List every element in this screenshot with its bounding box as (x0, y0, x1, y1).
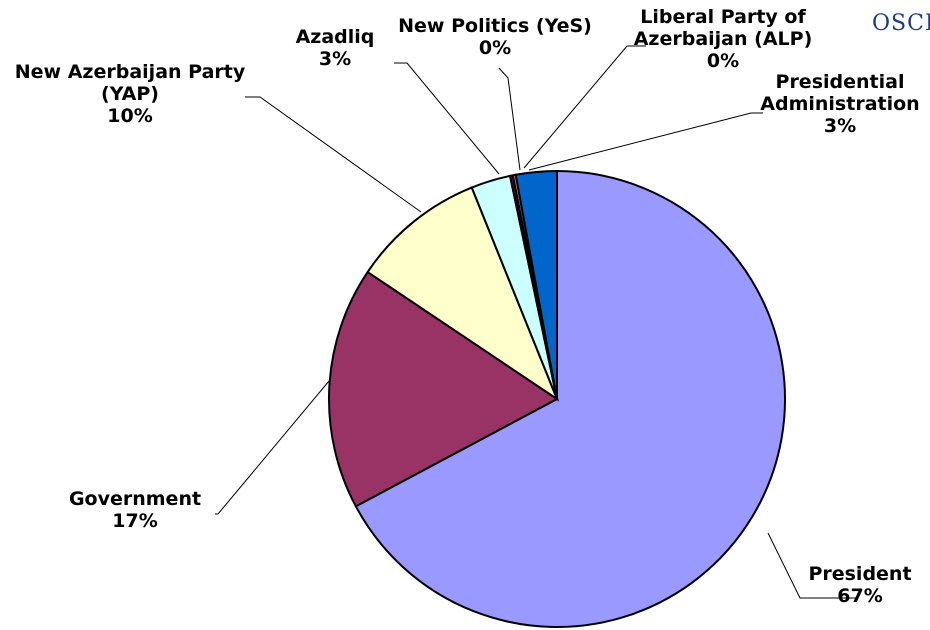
slice-name: New Politics (YeS) (398, 15, 592, 37)
leader-line-1 (215, 381, 329, 514)
slice-name: Liberal Party of (640, 6, 806, 28)
slice-name: Presidential (776, 71, 905, 93)
slice-name: President (808, 563, 911, 585)
slice-name: Government (69, 488, 201, 510)
slice-label-1: Government 17% (69, 488, 201, 532)
slice-label-3: Azadliq 3% (296, 26, 375, 70)
slice-percent: 3% (824, 115, 856, 137)
leader-line-5 (524, 46, 646, 168)
slice-percent: 67% (837, 585, 882, 607)
slice-percent: 0% (479, 37, 511, 59)
slice-percent: 0% (707, 50, 739, 72)
slice-percent: 17% (112, 510, 157, 532)
leader-line-4 (499, 68, 520, 170)
leader-line-2 (245, 97, 421, 212)
slice-label-4: New Politics (YeS) 0% (398, 15, 592, 59)
slice-name: Azadliq (296, 26, 375, 48)
slice-percent: 3% (319, 48, 351, 70)
logo-text: OSCE (872, 12, 930, 36)
leader-line-3 (394, 63, 499, 174)
slice-name: New Azerbaijan Party (15, 61, 246, 83)
slice-percent: 10% (107, 105, 152, 127)
slice-name: Azerbaijan (ALP) (634, 28, 813, 50)
slice-label-0: President 67% (808, 563, 911, 607)
slice-name: Administration (760, 93, 919, 115)
slice-label-2: New Azerbaijan Party (YAP) 10% (15, 61, 246, 127)
leader-line-6 (529, 113, 763, 170)
slice-label-5: Liberal Party of Azerbaijan (ALP) 0% (634, 6, 813, 72)
slice-label-6: Presidential Administration 3% (760, 71, 919, 137)
osce-logo: OSCE (872, 12, 930, 36)
slice-name: (YAP) (101, 83, 159, 105)
